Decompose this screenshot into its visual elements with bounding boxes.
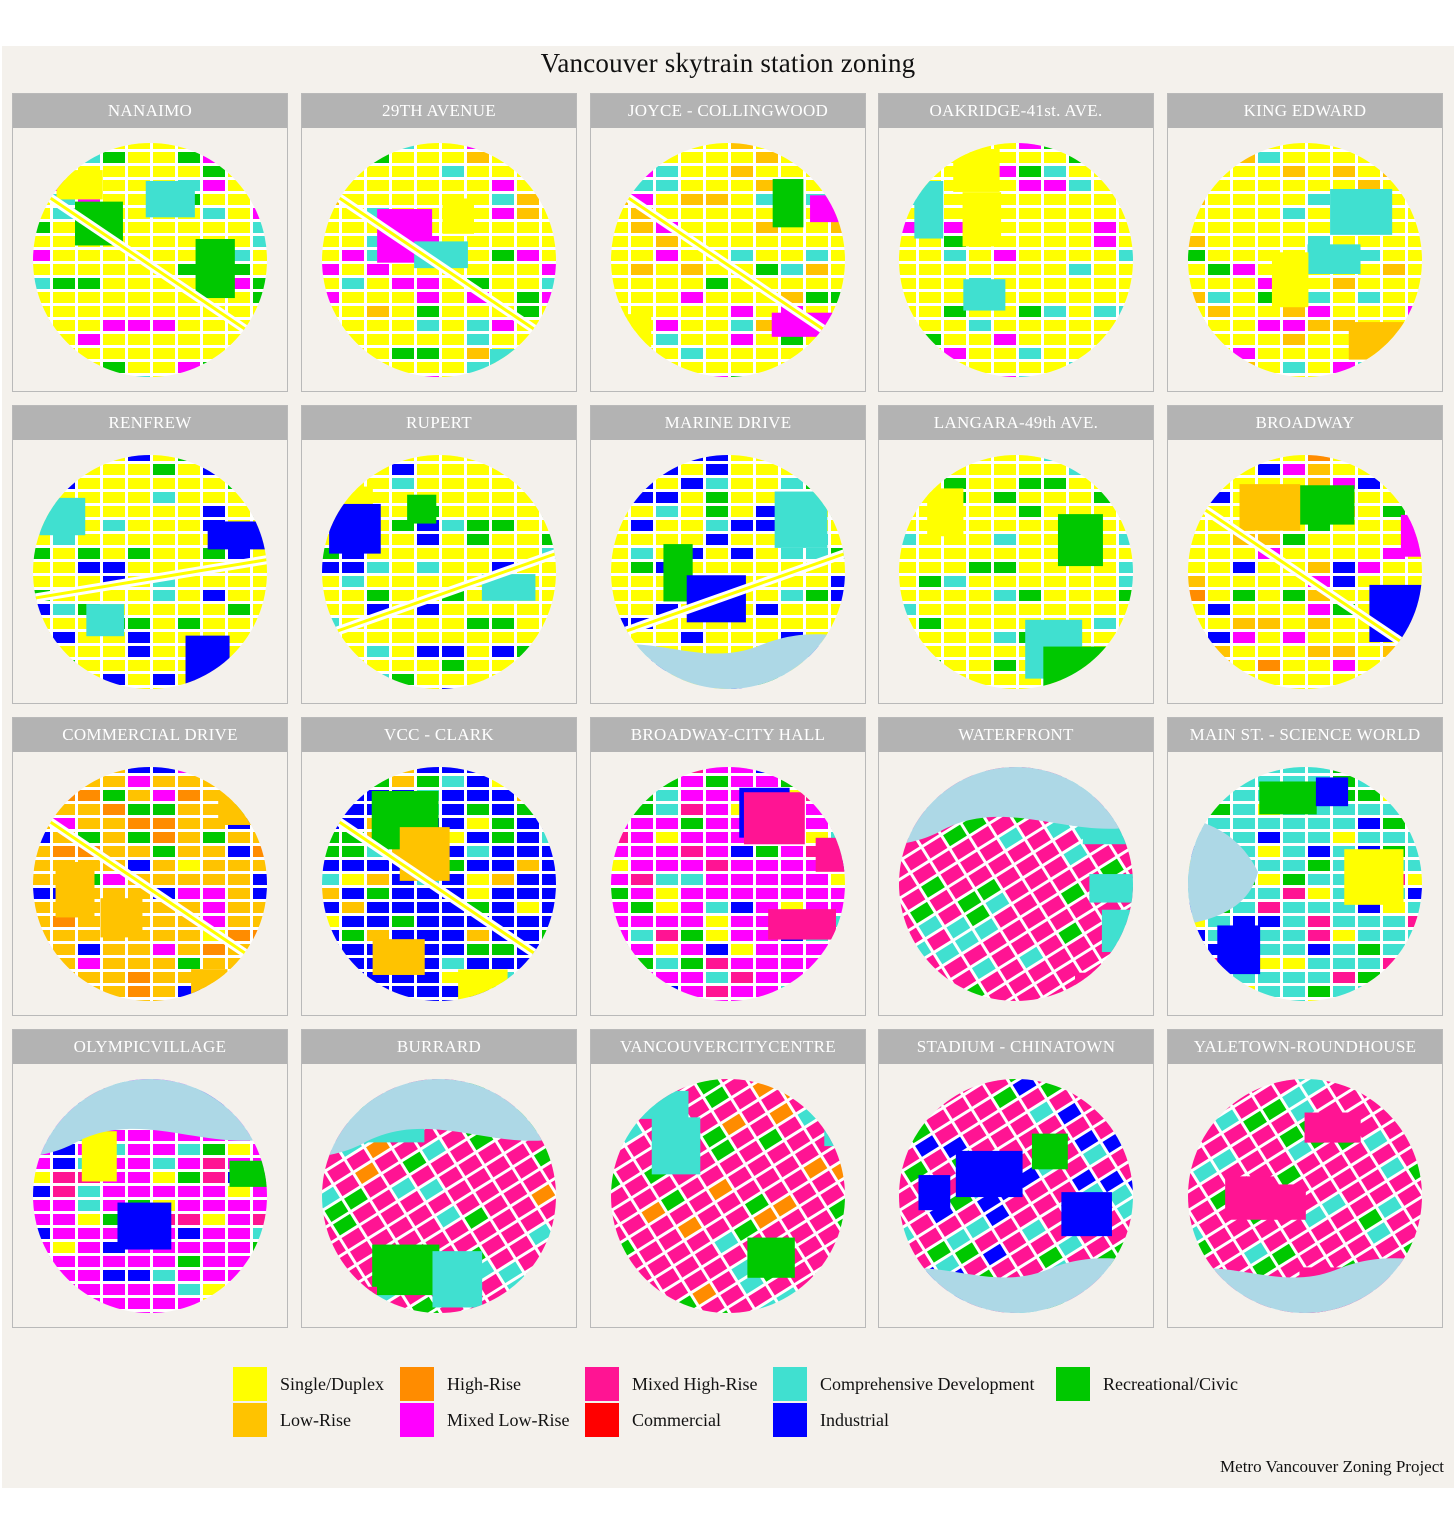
zoning-map: [611, 143, 845, 377]
zoning-map: [33, 1079, 267, 1313]
station-panel: RUPERT: [301, 405, 577, 704]
station-label: RENFREW: [13, 406, 287, 440]
station-label: OAKRIDGE-41st. AVE.: [879, 94, 1153, 128]
station-panel: JOYCE - COLLINGWOOD: [590, 93, 866, 392]
station-label: MAIN ST. - SCIENCE WORLD: [1168, 718, 1442, 752]
station-label: OLYMPICVILLAGE: [13, 1030, 287, 1064]
zoning-map: [322, 767, 556, 1001]
zoning-map: [611, 767, 845, 1001]
zoning-blocks: [899, 143, 1133, 377]
zoning-blocks: [33, 143, 267, 377]
station-label: 29TH AVENUE: [302, 94, 576, 128]
zoning-map: [322, 143, 556, 377]
station-panel: STADIUM - CHINATOWN: [878, 1029, 1154, 1328]
zoning-map: [611, 1079, 845, 1313]
station-panel: BROADWAY: [1167, 405, 1443, 704]
large-parcels: [914, 149, 1006, 311]
station-label: BURRARD: [302, 1030, 576, 1064]
zoning-map: [1188, 767, 1422, 1001]
zoning-map: [322, 455, 556, 689]
station-label: MARINE DRIVE: [591, 406, 865, 440]
zoning-blocks: [322, 455, 556, 689]
skytrain-line: [42, 191, 267, 350]
station-label: NANAIMO: [13, 94, 287, 128]
zoning-map: [1188, 455, 1422, 689]
station-label: RUPERT: [302, 406, 576, 440]
skytrain-line: [620, 191, 845, 350]
large-parcels: [1217, 777, 1404, 975]
station-label: YALETOWN-ROUNDHOUSE: [1168, 1030, 1442, 1064]
station-label: BROADWAY: [1168, 406, 1442, 440]
station-panel: MARINE DRIVE: [590, 405, 866, 704]
station-panel: BURRARD: [301, 1029, 577, 1328]
zoning-blocks: [611, 143, 845, 377]
zoning-map: [611, 455, 845, 689]
zoning-blocks: [611, 767, 845, 1001]
station-label: STADIUM - CHINATOWN: [879, 1030, 1153, 1064]
zoning-map: [1188, 1079, 1422, 1313]
station-panel: VANCOUVERCITYCENTRE: [590, 1029, 866, 1328]
caption: Metro Vancouver Zoning Project: [1220, 1457, 1444, 1476]
station-panel: BROADWAY-CITY HALL: [590, 717, 866, 1016]
station-panel: MAIN ST. - SCIENCE WORLD: [1167, 717, 1443, 1016]
zoning-map: [33, 143, 267, 377]
zoning-blocks: [33, 455, 267, 689]
zoning-blocks: [1188, 455, 1422, 689]
skytrain-line: [33, 556, 267, 602]
skytrain-line: [42, 815, 267, 974]
station-panel: 29TH AVENUE: [301, 93, 577, 392]
station-label: KING EDWARD: [1168, 94, 1442, 128]
zoning-map: [899, 143, 1133, 377]
station-label: COMMERCIAL DRIVE: [13, 718, 287, 752]
skytrain-line: [322, 548, 556, 642]
station-panel: LANGARA-49th AVE.: [878, 405, 1154, 704]
large-parcels: [918, 1133, 1112, 1237]
large-parcels: [927, 488, 1111, 689]
station-panel: NANAIMO: [12, 93, 288, 392]
station-label: BROADWAY-CITY HALL: [591, 718, 865, 752]
station-label: VCC - CLARK: [302, 718, 576, 752]
skytrain-line: [1197, 503, 1422, 662]
skytrain-line: [331, 191, 556, 350]
station-panel: OLYMPICVILLAGE: [12, 1029, 288, 1328]
station-panel: WATERFRONT: [878, 717, 1154, 1016]
zoning-map: [899, 1079, 1133, 1313]
zoning-map: [899, 767, 1133, 1001]
station-panel: VCC - CLARK: [301, 717, 577, 1016]
zoning-map: [899, 455, 1133, 689]
zoning-blocks: [899, 455, 1133, 689]
station-panel: YALETOWN-ROUNDHOUSE: [1167, 1029, 1443, 1328]
large-parcels: [329, 486, 536, 601]
skytrain-line: [611, 548, 845, 642]
zoning-map: [33, 767, 267, 1001]
figure-title: Vancouver skytrain station zoning: [540, 48, 916, 78]
station-label: VANCOUVERCITYCENTRE: [591, 1030, 865, 1064]
zoning-blocks: [33, 767, 267, 1001]
zoning-map: [33, 455, 267, 689]
station-label: WATERFRONT: [879, 718, 1153, 752]
station-label: LANGARA-49th AVE.: [879, 406, 1153, 440]
zoning-blocks: [322, 767, 556, 1001]
station-panel: COMMERCIAL DRIVE: [12, 717, 288, 1016]
station-panel: RENFREW: [12, 405, 288, 704]
zoning-map: [1188, 143, 1422, 377]
station-panel: KING EDWARD: [1167, 93, 1443, 392]
skytrain-line: [331, 815, 556, 974]
zoning-map: [322, 1079, 556, 1313]
large-parcels: [39, 497, 267, 688]
station-label: JOYCE - COLLINGWOOD: [591, 94, 865, 128]
station-panel: OAKRIDGE-41st. AVE.: [878, 93, 1154, 392]
